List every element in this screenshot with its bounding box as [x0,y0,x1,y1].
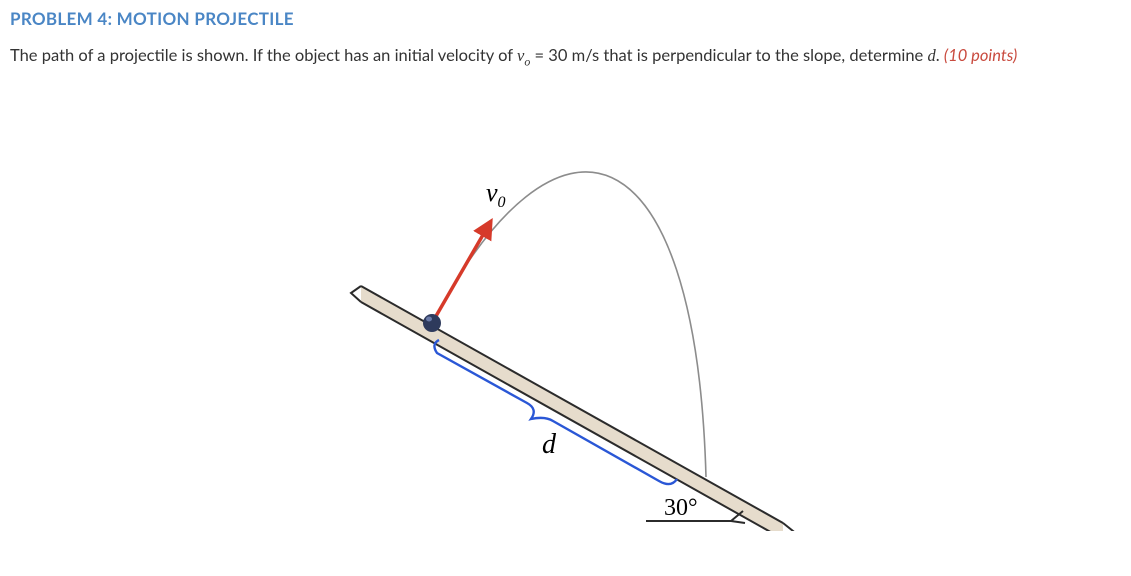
velocity-arrow [432,221,491,323]
points: (10 points) [944,45,1017,65]
v0-label-v: v [486,178,498,207]
problem-heading: PROBLEM 4: MOTION PROJECTILE [10,8,1121,29]
figure-container: v0 d 30° [10,101,1121,531]
ball-highlight [426,316,432,321]
projectile-diagram: v0 d 30° [336,101,796,531]
slope-right-cap [783,523,793,531]
problem-statement: The path of a projectile is shown. If th… [10,43,1121,71]
d-label: d [542,429,557,460]
v0-label: v0 [486,178,506,211]
text-pre: The path of a projectile is shown. If th… [10,45,517,65]
slope [351,286,793,531]
var-d: d [928,46,936,65]
slope-left-cap [351,286,361,302]
text-mid: = 30 m/s that is perpendicular to the sl… [530,45,927,65]
v0-label-sub: 0 [497,194,505,211]
text-period: . [936,45,944,65]
angle-label: 30° [664,495,698,521]
projectile-ball [423,314,441,332]
